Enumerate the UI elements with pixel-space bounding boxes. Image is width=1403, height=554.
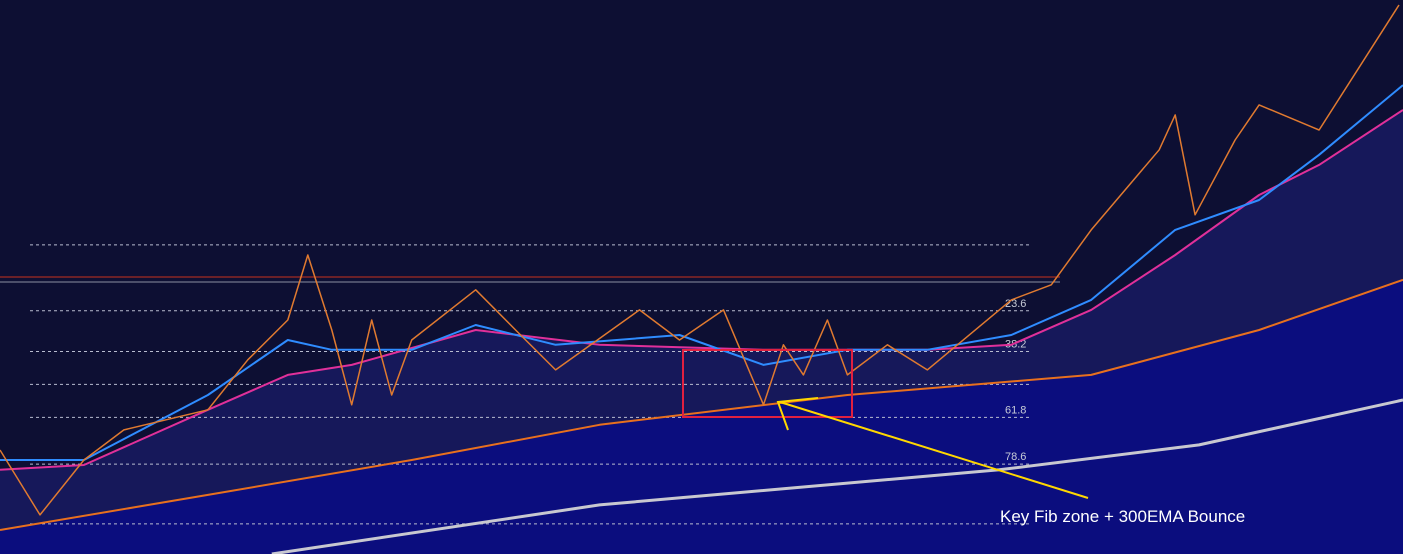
- fib-label: 23.6: [1005, 298, 1026, 310]
- arrow-head: [776, 397, 819, 431]
- arrow: [779, 401, 1089, 499]
- zone-box: [682, 349, 853, 418]
- fib-label: 61.8: [1005, 404, 1026, 416]
- fib-label: 78.6: [1005, 451, 1026, 463]
- series-line: [0, 278, 1403, 531]
- annotation: Key Fib zone + 300EMA Bounce: [1000, 507, 1245, 526]
- series-line: [0, 4, 1400, 516]
